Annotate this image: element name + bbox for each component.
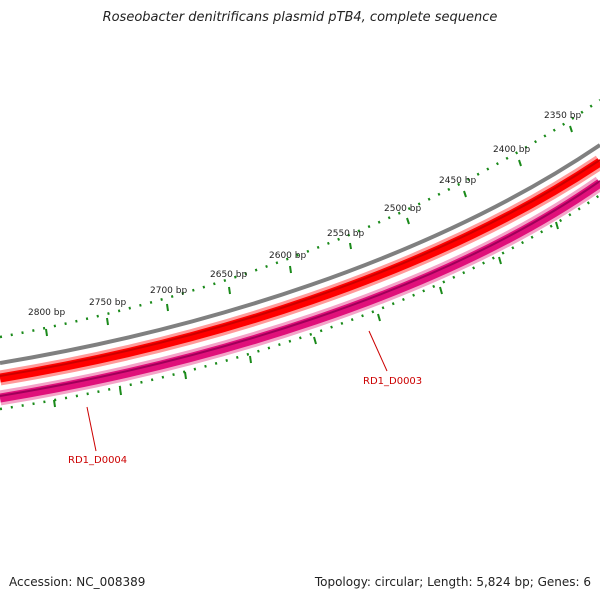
ruler-tick bbox=[289, 265, 292, 274]
backbone-track bbox=[0, 143, 600, 365]
ruler-tick bbox=[45, 328, 48, 337]
inner-tick bbox=[498, 256, 502, 265]
ruler-tick bbox=[166, 303, 169, 312]
ruler-label: 2500 bp bbox=[384, 204, 421, 214]
forward-track bbox=[0, 155, 600, 386]
inner-ruler bbox=[0, 193, 600, 411]
ruler-tick bbox=[569, 125, 573, 133]
map-title: Roseobacter denitrificans plasmid pTB4, … bbox=[102, 10, 498, 25]
inner-tick bbox=[184, 371, 187, 380]
ruler-label: 2400 bp bbox=[493, 145, 530, 155]
ruler-tick bbox=[349, 242, 352, 250]
accession-text: Accession: NC_008389 bbox=[9, 575, 146, 589]
outer-ruler: 2350 bp 2400 bp 2450 bp 2500 bp 2550 bp … bbox=[0, 98, 600, 339]
inner-tick bbox=[53, 399, 56, 408]
reverse-track bbox=[0, 176, 600, 406]
ruler-label: 2350 bp bbox=[544, 111, 581, 121]
outer-ruler-dots bbox=[0, 98, 600, 339]
inner-tick bbox=[313, 336, 317, 345]
inner-tick bbox=[119, 387, 122, 396]
ruler-label: 2750 bp bbox=[89, 298, 126, 308]
ruler-tick bbox=[518, 159, 522, 167]
inner-ruler-ticks bbox=[53, 221, 559, 408]
inner-tick bbox=[377, 313, 381, 322]
ruler-label: 2800 bp bbox=[28, 308, 65, 318]
ruler-label: 2600 bp bbox=[269, 251, 306, 261]
callout-line-RD1_D0003 bbox=[368, 330, 388, 372]
forward-track-core bbox=[0, 158, 600, 383]
gene-callouts: RD1_D0003 RD1_D0004 bbox=[68, 330, 422, 466]
callout-line-RD1_D0004 bbox=[86, 406, 97, 452]
gene-label-RD1_D0004[interactable]: RD1_D0004 bbox=[68, 455, 127, 466]
ruler-label: 2450 bp bbox=[439, 176, 476, 186]
inner-tick bbox=[249, 355, 252, 364]
ruler-labels: 2350 bp 2400 bp 2450 bp 2500 bp 2550 bp … bbox=[28, 111, 581, 318]
forward-track-shade bbox=[0, 159, 600, 377]
ruler-tick bbox=[406, 217, 410, 225]
ruler-ticks bbox=[45, 125, 573, 337]
inner-tick bbox=[555, 221, 559, 230]
ruler-tick bbox=[228, 286, 231, 295]
gene-label-RD1_D0003[interactable]: RD1_D0003 bbox=[363, 376, 422, 387]
summary-text: Topology: circular; Length: 5,824 bp; Ge… bbox=[314, 575, 591, 589]
gene-RD1_D0003-arc[interactable] bbox=[0, 179, 600, 403]
gene-RD1_D0003-shade bbox=[0, 180, 600, 397]
ruler-tick bbox=[463, 190, 467, 198]
inner-tick bbox=[439, 286, 443, 295]
ruler-label: 2650 bp bbox=[210, 270, 247, 280]
ruler-label: 2700 bp bbox=[150, 286, 187, 296]
ruler-label: 2550 bp bbox=[327, 229, 364, 239]
ruler-tick bbox=[106, 317, 109, 326]
